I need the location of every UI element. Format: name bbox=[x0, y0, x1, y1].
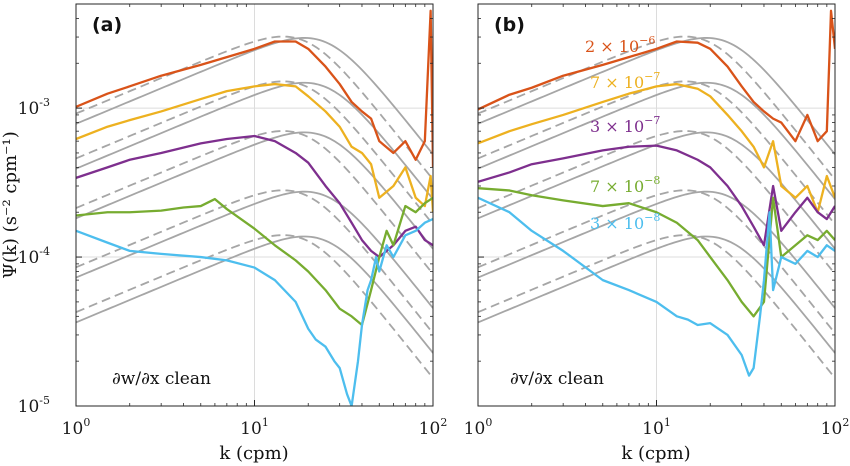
grid-a bbox=[76, 4, 433, 406]
x-tick-label: 100 bbox=[62, 416, 91, 439]
ticks-b: 100 101 102 bbox=[464, 3, 850, 439]
model-curve-dashed bbox=[76, 234, 433, 379]
x-tick-label: 102 bbox=[419, 416, 448, 439]
series-label-3: 3 × 10−7 bbox=[590, 114, 660, 136]
x-tick-label: 102 bbox=[821, 416, 850, 439]
annotation-b: ∂v/∂x clean bbox=[510, 369, 604, 389]
panel-a: 100 101 102 10-5 10-4 10-3 (a) ∂w/∂x clean bbox=[18, 3, 448, 439]
x-tick-label: 100 bbox=[464, 416, 493, 439]
series-line-3 bbox=[76, 134, 433, 259]
series-line-4 bbox=[478, 187, 835, 318]
y-tick-label: 10-4 bbox=[18, 245, 50, 268]
model-curve-dashed bbox=[478, 234, 835, 379]
annotation-a: ∂w/∂x clean bbox=[112, 369, 211, 389]
series-group-b bbox=[478, 9, 835, 377]
series-label-1: 2 × 10−6 bbox=[585, 34, 655, 56]
series-line-1 bbox=[76, 9, 433, 168]
x-tick-label: 101 bbox=[642, 416, 671, 439]
y-tick-label: 10-5 bbox=[18, 394, 50, 417]
series-line-2 bbox=[76, 82, 433, 213]
x-tick-label: 101 bbox=[240, 416, 269, 439]
series-line-1 bbox=[478, 9, 835, 143]
model-curve-dashed bbox=[76, 189, 433, 334]
y-tick-label: 10-3 bbox=[18, 96, 50, 119]
series-label-2: 7 × 10−7 bbox=[590, 70, 660, 92]
series-labels-b: 2 × 10−6 7 × 10−7 3 × 10−7 7 × 10−8 3 × 10−8 bbox=[585, 34, 660, 233]
series-line-3 bbox=[478, 144, 835, 247]
ticks-a: 100 101 102 10-5 10-4 10-3 bbox=[18, 3, 448, 439]
model-curve-dashed bbox=[478, 189, 835, 334]
y-axis-title: Ψ(k) (s⁻² cpm⁻¹) bbox=[0, 131, 21, 279]
panel-label-a: (a) bbox=[92, 14, 122, 36]
panel-label-b: (b) bbox=[494, 14, 525, 36]
model-curve-solid bbox=[478, 37, 835, 155]
model-curve-dashed bbox=[478, 35, 835, 181]
series-line-5 bbox=[478, 196, 835, 377]
series-label-5: 3 × 10−8 bbox=[590, 211, 660, 233]
series-label-4: 7 × 10−8 bbox=[590, 174, 660, 196]
model-curve-dashed bbox=[76, 80, 433, 225]
x-axis-title-a: k (cpm) bbox=[219, 443, 288, 464]
series-line-2 bbox=[478, 82, 835, 214]
series-line-4 bbox=[76, 196, 433, 327]
model-curve-solid bbox=[478, 190, 835, 309]
grid-b bbox=[478, 4, 835, 406]
model-curve-solid bbox=[76, 37, 433, 155]
model-curve-dashed bbox=[76, 35, 433, 181]
model-curve-solid bbox=[478, 81, 835, 200]
series-line-5 bbox=[76, 217, 433, 406]
panel-b: 100 101 102 (b) ∂v/∂x clean 2 × 10−6 7 × 10… bbox=[464, 3, 850, 439]
model-curve-solid bbox=[76, 190, 433, 309]
model-curve-dashed bbox=[76, 130, 433, 275]
series-group-a bbox=[76, 9, 433, 406]
x-axis-title-b: k (cpm) bbox=[621, 443, 690, 464]
